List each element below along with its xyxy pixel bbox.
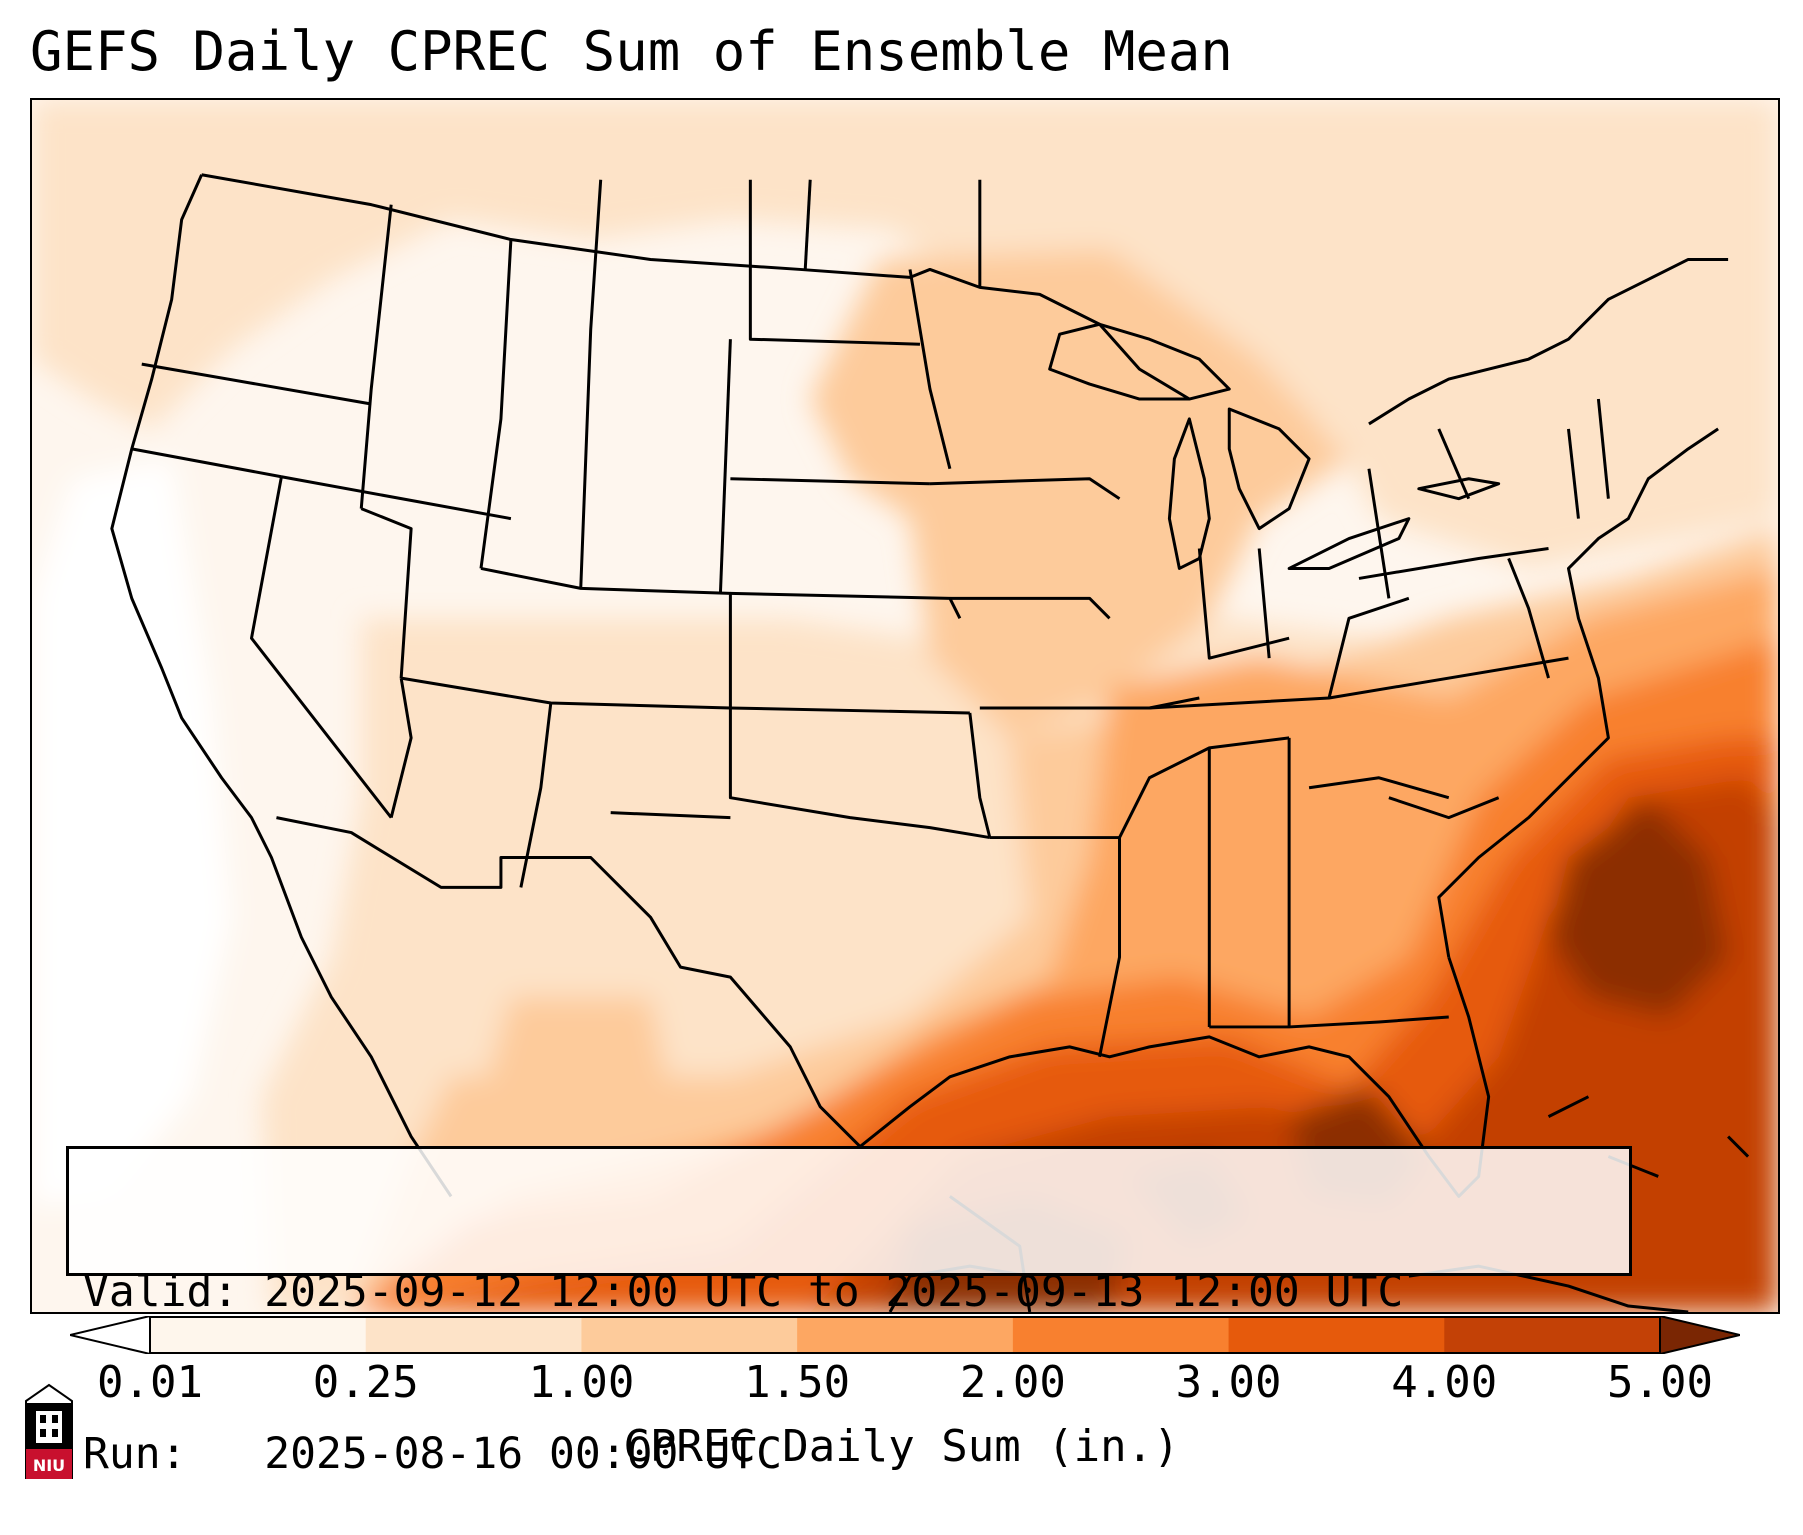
colorbar-tick-label: 4.00 <box>1391 1357 1498 1408</box>
state-line <box>1358 547 1549 580</box>
state-line <box>359 204 393 509</box>
niu-logo: NIU <box>25 1383 73 1479</box>
state-line <box>803 179 812 270</box>
colorbar-outline <box>149 1316 1661 1354</box>
state-line <box>1209 1015 1449 1029</box>
state-line <box>479 239 513 569</box>
lake-superior <box>1048 322 1231 401</box>
precip-area-tan-3 <box>470 997 671 1167</box>
state-line <box>1257 548 1271 659</box>
state-line <box>389 677 413 818</box>
state-line <box>748 179 921 346</box>
colorbar-segment <box>581 1317 798 1353</box>
state-line <box>250 476 393 819</box>
colorbar-tick-label: 1.00 <box>528 1357 635 1408</box>
state-line <box>131 447 282 479</box>
state-line <box>1566 428 1580 519</box>
colorbar-tick-label: 0.01 <box>97 1357 203 1408</box>
colorbar-segment <box>1012 1317 1230 1353</box>
state-line <box>728 707 991 840</box>
state-line <box>610 811 731 820</box>
atlantic-coastline <box>1437 427 1719 958</box>
state-line <box>929 477 1121 500</box>
state-line <box>480 566 732 708</box>
lake-erie <box>1287 517 1411 570</box>
pacific-coastline <box>110 174 453 1198</box>
state-line <box>1118 736 1290 839</box>
colorbar-tick-label: 3.00 <box>1175 1357 1282 1408</box>
colorbar-segment <box>365 1317 582 1353</box>
lake-michigan <box>1167 417 1211 570</box>
colorbar-tick-label: 5.00 <box>1607 1357 1713 1408</box>
info-box: Valid: 2025-09-12 12:00 UTC to 2025-09-1… <box>66 1146 1632 1479</box>
state-line <box>281 475 512 521</box>
us-mexico-border <box>276 816 862 1148</box>
lake-ontario <box>1417 477 1501 501</box>
svg-text:NIU: NIU <box>33 1456 65 1475</box>
colorbar <box>70 1316 1740 1354</box>
colorbar-under-arrow <box>70 1316 151 1354</box>
state-line <box>968 712 992 838</box>
state-line <box>1507 557 1550 679</box>
us-canada-border <box>201 173 1191 401</box>
lake-huron <box>1227 407 1311 531</box>
state-line <box>141 362 372 406</box>
state-line <box>718 339 732 594</box>
us-canada-border-east <box>1368 257 1729 426</box>
state-line <box>1367 468 1391 599</box>
colorbar-tick-label: 2.00 <box>959 1357 1066 1408</box>
state-line <box>360 507 413 679</box>
colorbar-tick-label: 0.25 <box>312 1357 419 1408</box>
state-line <box>908 269 952 470</box>
colorbar-segment <box>1228 1317 1445 1353</box>
state-line <box>730 477 930 486</box>
state-line <box>1437 428 1471 500</box>
state-line <box>1098 837 1122 1058</box>
precip-map <box>32 100 1778 1312</box>
map-panel <box>30 98 1780 1314</box>
colorbar-label: CPREC Daily Sum (in.) <box>623 1421 1180 1472</box>
state-line <box>1388 796 1500 820</box>
state-line <box>519 702 553 888</box>
state-line <box>949 596 1111 620</box>
run-time-text: Run: 2025-08-16 00:00 UTC <box>83 1429 782 1479</box>
precip-area-darkest <box>1548 797 1729 1017</box>
colorbar-over-arrow <box>1659 1316 1740 1354</box>
colorbar-tick-label: 1.50 <box>744 1357 851 1408</box>
precip-area-tan <box>810 249 1349 738</box>
precip-area-light <box>32 100 1778 569</box>
state-line <box>1308 776 1450 800</box>
state-line <box>579 179 603 589</box>
state-line <box>1327 596 1410 699</box>
state-line <box>1197 548 1290 660</box>
map-title: GEFS Daily CPREC Sum of Ensemble Mean <box>30 20 1233 83</box>
state-line <box>400 676 970 715</box>
precip-area-light-west <box>32 458 232 1207</box>
colorbar-segment <box>150 1317 367 1353</box>
colorbar-segment <box>797 1317 1014 1353</box>
colorbar-segment <box>1444 1317 1661 1353</box>
valid-time-text: Valid: 2025-09-12 12:00 UTC to 2025-09-1… <box>83 1267 1404 1317</box>
state-line <box>1596 398 1610 499</box>
